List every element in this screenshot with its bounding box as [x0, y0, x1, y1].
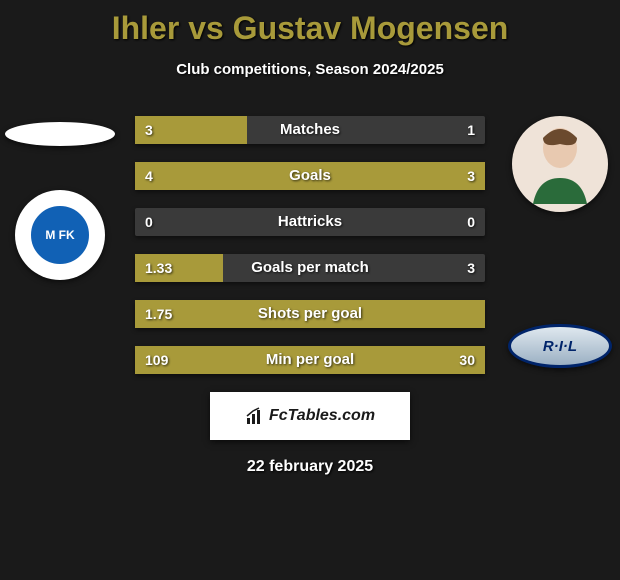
- player-right-photo: [512, 116, 608, 212]
- person-icon: [525, 124, 595, 204]
- brand-footer: FcTables.com: [210, 392, 410, 440]
- player-left-club-badge: M FK: [15, 190, 105, 280]
- club-right-abbr: R·I·L: [543, 338, 577, 355]
- stat-label: Goals: [135, 162, 485, 190]
- chart-icon: [245, 406, 265, 426]
- stat-label: Shots per goal: [135, 300, 485, 328]
- player-left-photo-placeholder: [5, 122, 115, 146]
- molde-badge-inner: M FK: [25, 200, 95, 270]
- club-left-abbr: M FK: [45, 228, 74, 242]
- stat-bars: 31Matches 43Goals 00Hattricks 1.333Goals pe…: [135, 116, 485, 374]
- stat-row: 1.333Goals per match: [135, 254, 485, 282]
- stat-row: 31Matches: [135, 116, 485, 144]
- stat-label: Min per goal: [135, 346, 485, 374]
- stat-row: 10930Min per goal: [135, 346, 485, 374]
- stat-label: Goals per match: [135, 254, 485, 282]
- stat-row: 1.75Shots per goal: [135, 300, 485, 328]
- stat-label: Hattricks: [135, 208, 485, 236]
- stat-label: Matches: [135, 116, 485, 144]
- player-right-club-badge: R·I·L: [508, 324, 612, 368]
- stat-row: 43Goals: [135, 162, 485, 190]
- stat-row: 00Hattricks: [135, 208, 485, 236]
- left-player-column: M FK: [5, 116, 115, 280]
- brand-text: FcTables.com: [269, 407, 375, 425]
- right-player-column: R·I·L: [505, 116, 615, 368]
- date-text: 22 february 2025: [0, 458, 620, 476]
- subtitle: Club competitions, Season 2024/2025: [0, 61, 620, 78]
- page-title: Ihler vs Gustav Mogensen: [0, 0, 620, 47]
- comparison-area: M FK R·I·L 31Matches 43Goals 00Hattricks 1.…: [0, 116, 620, 374]
